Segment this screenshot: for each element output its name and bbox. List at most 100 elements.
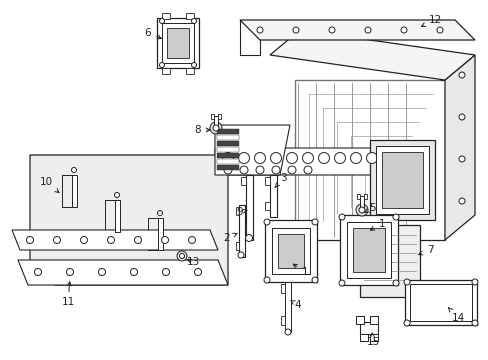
Text: 1: 1: [369, 219, 385, 230]
Circle shape: [334, 153, 345, 163]
Text: 11: 11: [61, 282, 75, 307]
Bar: [241, 177, 245, 185]
Bar: [162, 68, 170, 74]
Circle shape: [222, 153, 233, 163]
Bar: [162, 23, 194, 63]
Text: 13: 13: [186, 257, 199, 267]
Bar: [217, 153, 239, 158]
Circle shape: [458, 114, 464, 120]
Circle shape: [398, 153, 408, 163]
Bar: [217, 129, 239, 134]
Circle shape: [292, 27, 298, 33]
Bar: [217, 159, 239, 164]
Circle shape: [209, 122, 222, 134]
Bar: [381, 152, 422, 208]
Circle shape: [257, 27, 263, 33]
Bar: [359, 322, 377, 334]
Circle shape: [194, 269, 201, 275]
Bar: [281, 316, 285, 325]
Circle shape: [382, 153, 393, 163]
Circle shape: [159, 63, 164, 68]
Circle shape: [270, 153, 281, 163]
Bar: [167, 28, 189, 58]
Circle shape: [238, 153, 249, 163]
Bar: [339, 215, 397, 285]
Bar: [158, 218, 163, 250]
Bar: [218, 114, 221, 119]
Circle shape: [458, 72, 464, 78]
Bar: [369, 316, 377, 324]
Circle shape: [392, 280, 398, 286]
Bar: [409, 284, 471, 321]
Polygon shape: [215, 125, 289, 175]
Bar: [369, 140, 434, 220]
Circle shape: [114, 193, 119, 198]
Polygon shape: [30, 155, 227, 285]
Circle shape: [328, 27, 334, 33]
Circle shape: [400, 27, 406, 33]
Bar: [369, 334, 377, 341]
Circle shape: [304, 166, 311, 174]
Circle shape: [318, 153, 329, 163]
Circle shape: [98, 269, 105, 275]
Circle shape: [179, 253, 184, 258]
Circle shape: [134, 237, 141, 243]
Text: 5: 5: [364, 203, 375, 213]
Bar: [285, 282, 290, 332]
Circle shape: [392, 214, 398, 220]
Bar: [356, 194, 359, 199]
Text: 15: 15: [366, 333, 379, 347]
Bar: [269, 175, 276, 217]
Circle shape: [177, 251, 186, 261]
Circle shape: [26, 237, 34, 243]
Circle shape: [188, 237, 195, 243]
Bar: [217, 147, 239, 152]
Circle shape: [403, 279, 409, 285]
Circle shape: [311, 219, 317, 225]
Text: 7: 7: [418, 245, 432, 255]
Text: 12: 12: [421, 15, 441, 26]
Polygon shape: [12, 230, 218, 250]
Text: 4: 4: [290, 300, 301, 310]
Text: 2: 2: [223, 233, 237, 243]
Bar: [355, 316, 363, 324]
Bar: [115, 200, 120, 232]
Bar: [264, 220, 316, 282]
Circle shape: [355, 204, 367, 216]
Circle shape: [458, 198, 464, 204]
Text: 8: 8: [194, 125, 210, 135]
Circle shape: [287, 166, 295, 174]
Circle shape: [471, 320, 477, 326]
Bar: [210, 114, 214, 119]
Circle shape: [161, 237, 168, 243]
Bar: [363, 194, 366, 199]
Circle shape: [311, 277, 317, 283]
Circle shape: [53, 237, 61, 243]
Circle shape: [338, 280, 345, 286]
Circle shape: [458, 156, 464, 162]
Circle shape: [240, 166, 247, 174]
Circle shape: [245, 234, 252, 242]
Circle shape: [436, 27, 442, 33]
Circle shape: [358, 207, 364, 213]
Bar: [185, 13, 194, 19]
Circle shape: [302, 153, 313, 163]
Polygon shape: [215, 148, 419, 175]
Circle shape: [254, 153, 265, 163]
Text: 14: 14: [447, 308, 464, 323]
Bar: [157, 18, 199, 68]
Bar: [239, 205, 244, 257]
Circle shape: [338, 214, 345, 220]
Circle shape: [157, 211, 162, 216]
Polygon shape: [269, 30, 474, 80]
Bar: [264, 177, 269, 185]
Bar: [281, 284, 285, 293]
Bar: [241, 225, 245, 233]
Circle shape: [285, 329, 290, 335]
Circle shape: [286, 153, 297, 163]
Bar: [359, 334, 367, 341]
Bar: [236, 242, 239, 250]
Text: 9: 9: [236, 207, 246, 217]
Bar: [404, 280, 476, 325]
Bar: [278, 234, 304, 268]
